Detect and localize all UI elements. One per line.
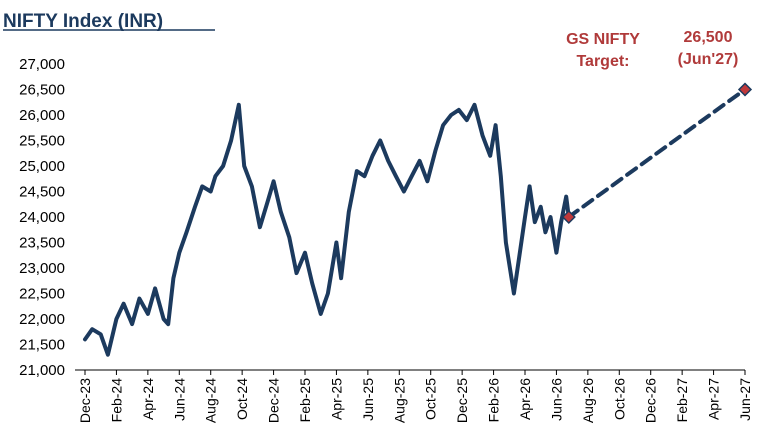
x-tick-label: Oct-25 — [423, 378, 439, 420]
x-tick-label: Feb-26 — [486, 378, 502, 423]
nifty-index-line — [83, 102, 571, 357]
x-tick-label: Oct-26 — [611, 378, 627, 420]
x-tick-label: Feb-25 — [297, 378, 313, 423]
y-tick-label: 25,500 — [19, 133, 65, 150]
x-tick-label: Dec-24 — [266, 378, 282, 423]
annotation-target-label-line1: GS NIFTY — [566, 31, 640, 48]
x-tick-label: Apr-25 — [328, 378, 344, 420]
x-tick-label: Jun-27 — [737, 378, 753, 421]
y-tick-label: 22,000 — [19, 311, 65, 328]
x-tick-label: Dec-23 — [77, 378, 93, 423]
target-marker — [737, 82, 753, 97]
x-tick-label: Jun-26 — [548, 378, 564, 421]
annotation-target-label-line2: Target: — [576, 53, 629, 70]
y-axis-ticks: 21,000 21,500 22,000 22,500 23,000 23,500 24,0… — [19, 56, 65, 379]
x-tick-label: Jun-24 — [171, 378, 187, 421]
forecast-line — [566, 87, 747, 219]
y-tick-label: 24,000 — [19, 209, 65, 226]
y-tick-label: 23,500 — [19, 235, 65, 252]
y-tick-label: 27,000 — [19, 56, 65, 73]
y-tick-label: 26,500 — [19, 82, 65, 99]
y-tick-label: 23,000 — [19, 260, 65, 277]
chart-title: NIFTY Index (INR) — [3, 11, 163, 32]
x-tick-label: Aug-26 — [580, 378, 596, 423]
y-tick-label: 25,000 — [19, 158, 65, 175]
x-axis-ticks: Dec-23 Feb-24 Apr-24 Jun-24 Aug-24 Oct-24 Dec-… — [77, 370, 753, 423]
markers-group — [561, 82, 753, 225]
annotation-target-value-line2: (Jun'27) — [678, 51, 739, 68]
x-tick-label: Dec-25 — [454, 378, 470, 423]
y-tick-label: 22,500 — [19, 286, 65, 303]
annotation-target-value-line1: 26,500 — [684, 29, 733, 46]
x-tick-label: Feb-27 — [674, 378, 690, 423]
x-tick-label: Apr-24 — [140, 378, 156, 420]
current-level-marker — [561, 209, 576, 225]
x-tick-label: Oct-24 — [234, 378, 250, 420]
x-tick-label: Dec-26 — [643, 378, 659, 423]
x-tick-label: Apr-26 — [517, 378, 533, 420]
x-tick-label: Aug-24 — [203, 378, 219, 423]
y-tick-label: 24,500 — [19, 184, 65, 201]
x-tick-label: Feb-24 — [108, 378, 124, 423]
x-tick-label: Jun-25 — [360, 378, 376, 421]
series-group — [83, 87, 747, 357]
x-tick-label: Aug-25 — [391, 378, 407, 423]
x-tick-label: Apr-27 — [706, 378, 722, 420]
y-tick-label: 21,500 — [19, 337, 65, 354]
y-tick-label: 21,000 — [19, 362, 65, 379]
y-tick-label: 26,000 — [19, 107, 65, 124]
